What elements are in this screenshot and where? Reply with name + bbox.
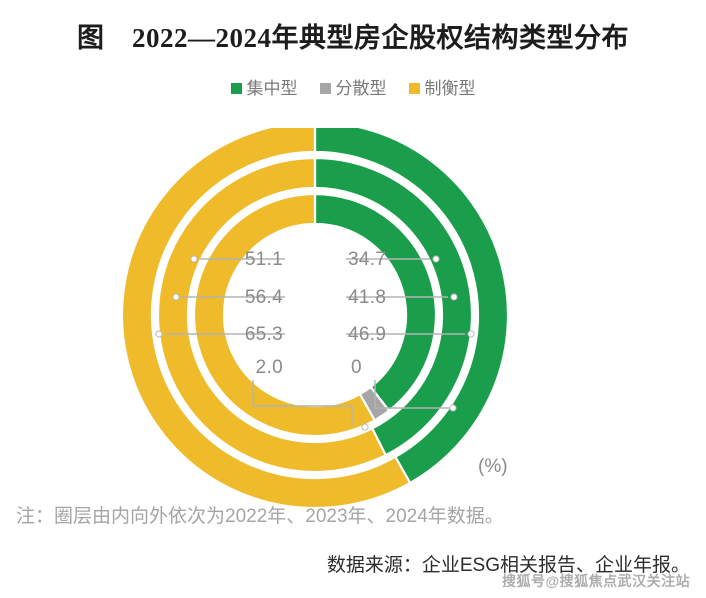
chart-source: 数据来源：企业ESG相关报告、企业年报。 (326, 555, 690, 576)
donut-chart-svg (120, 128, 510, 508)
leader-lines-group (155, 255, 475, 431)
leader-dot-balanced (172, 293, 180, 301)
donut-chart: 51.1 56.4 65.3 34.7 41.8 46.9 2.0 0 (103, 128, 528, 508)
value-label-concentrated-middle: 41.8 (348, 287, 387, 308)
legend-item-balanced[interactable]: 制衡型 (408, 79, 476, 98)
leader-dot-dispersed-middle (449, 404, 457, 412)
watermark: 搜狐号@搜狐焦点武汉关注站 (502, 573, 691, 589)
legend-item-dispersed[interactable]: 分散型 (319, 79, 387, 98)
legend-swatch-gray-icon (319, 83, 331, 94)
donut-rings-group (120, 128, 510, 508)
leader-dot-concentrated (432, 255, 440, 263)
donut-slice[interactable] (192, 192, 377, 438)
page-title: 图 2022—2024年典型房企股权结构类型分布 (77, 23, 629, 53)
legend-label-balanced: 制衡型 (424, 79, 476, 98)
unit-label: (%) (478, 456, 508, 477)
legend-label-dispersed: 分散型 (335, 79, 387, 98)
value-label-dispersed-inner: 2.0 (255, 357, 283, 378)
leader-dot-balanced (155, 330, 163, 338)
legend-label-concentrated: 集中型 (246, 79, 298, 98)
donut-slice[interactable] (120, 128, 412, 508)
value-label-concentrated-outer: 46.9 (348, 324, 387, 345)
donut-slice[interactable] (156, 156, 388, 474)
legend-swatch-green-icon (230, 83, 242, 94)
legend-item-concentrated[interactable]: 集中型 (230, 79, 298, 98)
zero-gap-dot-middle (361, 423, 369, 431)
value-label-balanced-inner: 51.1 (244, 249, 283, 270)
value-label-balanced-middle: 56.4 (244, 287, 283, 308)
chart-legend: 集中型 分散型 制衡型 (0, 80, 706, 97)
value-label-dispersed-middle: 0 (351, 357, 362, 378)
chart-note: 注：圈层由内向外依次为2022年、2023年、2024年数据。 (16, 506, 504, 527)
value-label-balanced-outer: 65.3 (244, 324, 283, 345)
legend-swatch-yellow-icon (408, 83, 420, 94)
leader-dot-concentrated (467, 330, 475, 338)
value-label-concentrated-inner: 34.7 (348, 249, 387, 270)
leader-dot-balanced (190, 255, 198, 263)
leader-dot-concentrated (450, 293, 458, 301)
